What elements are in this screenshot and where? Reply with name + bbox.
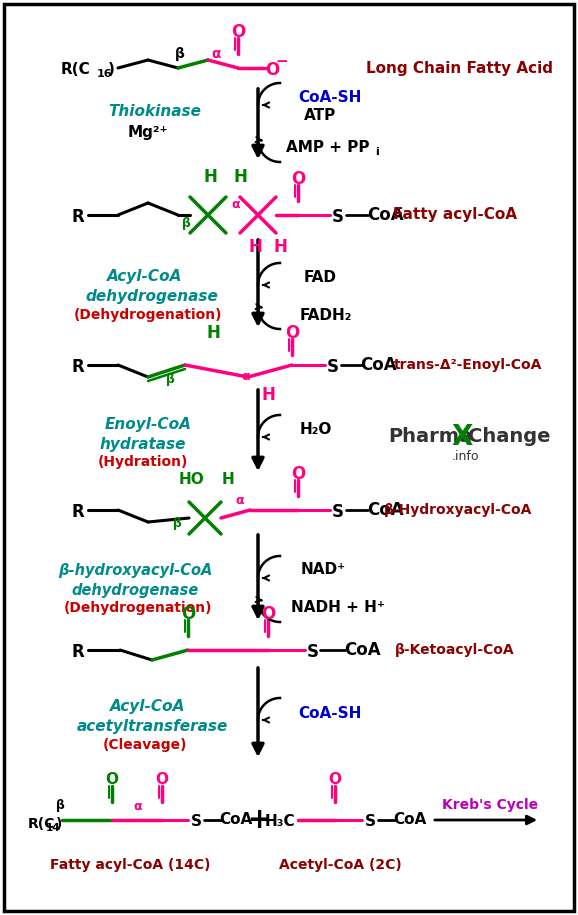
Text: Fatty acyl-CoA (14C): Fatty acyl-CoA (14C): [50, 858, 210, 872]
Text: β: β: [55, 800, 64, 813]
Text: R: R: [72, 503, 84, 521]
Text: Kreb's Cycle: Kreb's Cycle: [442, 798, 538, 812]
Text: S: S: [327, 358, 339, 376]
Text: R: R: [72, 643, 84, 661]
Text: O: O: [291, 465, 305, 483]
Text: ): ): [108, 62, 115, 78]
Text: (Dehydrogenation): (Dehydrogenation): [74, 308, 223, 322]
Text: β: β: [175, 47, 185, 61]
Text: S: S: [365, 814, 376, 830]
Text: dehydrogenase: dehydrogenase: [71, 583, 199, 597]
Text: i: i: [375, 147, 379, 157]
Text: Change: Change: [468, 427, 550, 447]
Text: Acetyl-CoA (2C): Acetyl-CoA (2C): [279, 858, 401, 872]
Text: H: H: [248, 238, 262, 256]
Text: H: H: [261, 386, 275, 404]
Text: Acyl-CoA: Acyl-CoA: [110, 699, 186, 715]
Text: H: H: [273, 238, 287, 256]
Text: R(C: R(C: [28, 817, 55, 831]
Text: NAD⁺: NAD⁺: [301, 563, 346, 577]
Text: O: O: [106, 772, 118, 788]
Text: β-hydroxyacyl-CoA: β-hydroxyacyl-CoA: [58, 563, 212, 577]
Text: (Hydration): (Hydration): [98, 455, 188, 469]
Text: Acyl-CoA: Acyl-CoA: [108, 270, 183, 285]
Text: dehydrogenase: dehydrogenase: [86, 289, 218, 305]
Text: H: H: [203, 168, 217, 186]
Text: O: O: [231, 23, 245, 41]
Text: α: α: [211, 47, 221, 61]
Text: S: S: [191, 814, 202, 830]
Text: CoA: CoA: [360, 356, 397, 374]
Text: S: S: [307, 643, 319, 661]
Text: (Dehydrogenation): (Dehydrogenation): [64, 601, 212, 615]
Text: R: R: [72, 358, 84, 376]
Text: α: α: [232, 199, 240, 211]
Text: 16: 16: [97, 69, 113, 79]
Text: R: R: [72, 208, 84, 226]
Text: R(C: R(C: [60, 62, 90, 78]
Text: NADH + H⁺: NADH + H⁺: [291, 600, 385, 616]
Text: H: H: [233, 168, 247, 186]
Text: FADH₂: FADH₂: [300, 307, 352, 322]
Text: O: O: [261, 605, 275, 623]
Text: β-Hydroxyacyl-CoA: β-Hydroxyacyl-CoA: [384, 503, 532, 517]
Text: 14: 14: [46, 823, 61, 833]
Text: Thiokinase: Thiokinase: [109, 104, 202, 120]
Text: CoA: CoA: [220, 813, 253, 827]
Text: O: O: [285, 324, 299, 342]
Text: α: α: [242, 371, 250, 383]
Text: X: X: [451, 423, 472, 451]
Text: acetyltransferase: acetyltransferase: [76, 719, 228, 735]
Text: +: +: [249, 806, 272, 834]
Text: α: α: [236, 493, 244, 507]
Text: CoA-SH: CoA-SH: [298, 91, 362, 105]
Text: ATP: ATP: [304, 109, 336, 124]
Text: O: O: [328, 772, 342, 788]
Text: CoA: CoA: [344, 641, 380, 659]
Text: β: β: [173, 518, 181, 531]
Text: S: S: [332, 503, 344, 521]
Text: β-Ketoacyl-CoA: β-Ketoacyl-CoA: [395, 643, 515, 657]
Text: Mg²⁺: Mg²⁺: [128, 124, 168, 139]
Text: CoA: CoA: [366, 206, 403, 224]
Text: trans-Δ²-Enoyl-CoA: trans-Δ²-Enoyl-CoA: [394, 358, 542, 372]
Text: CoA: CoA: [394, 813, 427, 827]
Text: O: O: [181, 605, 195, 623]
Text: HO: HO: [179, 472, 205, 488]
Text: H₂O: H₂O: [300, 423, 332, 437]
Text: AMP + PP: AMP + PP: [286, 141, 370, 156]
Text: .info: .info: [452, 450, 480, 464]
Text: H₃C: H₃C: [265, 814, 295, 830]
Text: Pharma: Pharma: [388, 427, 472, 447]
Text: H: H: [206, 324, 220, 342]
Text: ): ): [56, 817, 62, 831]
Text: H: H: [221, 472, 234, 488]
Text: Fatty acyl-CoA: Fatty acyl-CoA: [393, 208, 517, 222]
Text: (Cleavage): (Cleavage): [103, 738, 187, 752]
Text: β: β: [165, 372, 175, 385]
Text: β: β: [181, 217, 190, 230]
Text: −: −: [276, 55, 288, 70]
Text: O: O: [155, 772, 169, 788]
Text: α: α: [134, 800, 142, 813]
Text: CoA-SH: CoA-SH: [298, 705, 362, 720]
Text: O: O: [291, 170, 305, 188]
Text: O: O: [265, 61, 279, 79]
Text: S: S: [332, 208, 344, 226]
Text: hydratase: hydratase: [100, 436, 186, 451]
Text: CoA: CoA: [366, 501, 403, 519]
Text: Enoyl-CoA: Enoyl-CoA: [105, 416, 191, 432]
Text: Long Chain Fatty Acid: Long Chain Fatty Acid: [366, 60, 554, 76]
Text: FAD: FAD: [303, 270, 336, 285]
